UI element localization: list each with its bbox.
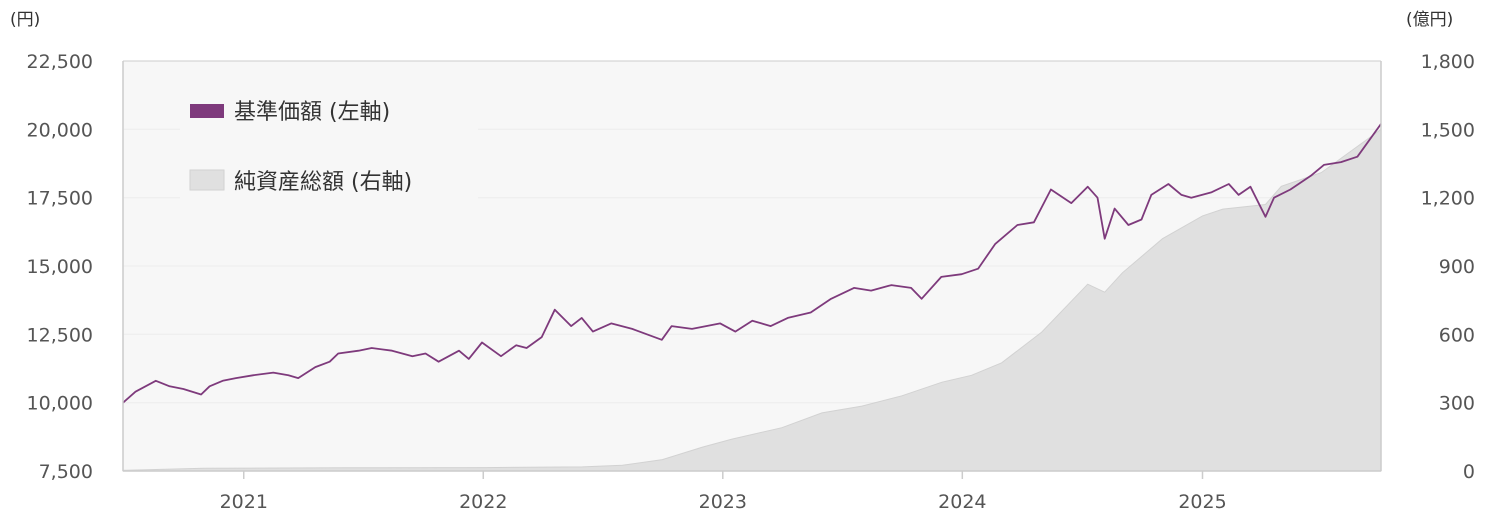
left-tick-label: 17,500 [27,188,93,210]
right-tick-label: 300 [1439,393,1475,415]
left-tick-label: 12,500 [27,324,93,346]
x-tick-label: 2023 [699,491,747,513]
legend-swatch-aum [189,169,225,191]
legend: 基準価額 (左軸) 純資産総額 (右軸) [180,82,478,202]
series-aum-area [122,128,1382,472]
x-tick-label: 2025 [1178,491,1226,513]
legend-label-aum: 純資産総額 (右軸) [234,170,412,195]
series-nav-line [122,123,1382,404]
x-tick-label: 2021 [220,491,268,513]
right-tick-label: 900 [1439,256,1475,278]
left-tick-label: 15,000 [27,256,93,278]
right-tick-label: 1,800 [1421,51,1475,73]
legend-background [180,82,478,202]
series-layer [122,123,1382,472]
left-tick-label: 10,000 [27,393,93,415]
legend-swatch-nav [190,104,224,118]
x-tick-label: 2024 [938,491,986,513]
right-tick-label: 1,200 [1421,188,1475,210]
left-tick-label: 22,500 [27,51,93,73]
right-tick-label: 0 [1463,461,1475,483]
left-tick-label: 7,500 [39,461,93,483]
right-tick-label: 1,500 [1421,119,1475,141]
legend-label-nav: 基準価額 (左軸) [234,100,390,125]
left-tick-label: 20,000 [27,119,93,141]
x-tick-label: 2022 [459,491,507,513]
axes: 7,500 10,000 12,500 15,000 17,500 20,000 22,50… [27,51,1475,513]
left-axis-unit: (円) [10,10,40,30]
right-tick-label: 600 [1439,324,1475,346]
right-axis-unit: (億円) [1406,10,1453,30]
